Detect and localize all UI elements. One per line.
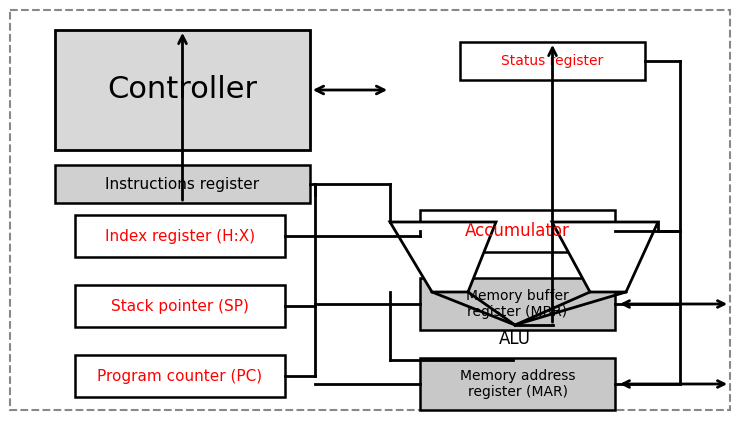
Text: Memory address
register (MAR): Memory address register (MAR) (460, 369, 575, 399)
Bar (55, 165, 310, 203)
Text: Stack pointer (SP): Stack pointer (SP) (111, 299, 249, 314)
Bar (460, 42, 645, 80)
Text: Instructions register: Instructions register (105, 176, 260, 192)
Polygon shape (552, 222, 658, 292)
Text: Index register (H:X): Index register (H:X) (105, 228, 255, 244)
Polygon shape (390, 222, 496, 292)
Bar (75, 355, 285, 397)
Text: Controller: Controller (107, 75, 257, 104)
Text: Program counter (PC): Program counter (PC) (98, 368, 263, 383)
Bar (420, 210, 615, 252)
Bar (75, 215, 285, 257)
Bar (55, 30, 310, 150)
Bar (420, 278, 615, 330)
Text: ALU: ALU (499, 330, 531, 348)
Text: Status register: Status register (501, 54, 604, 68)
Text: Accumulator: Accumulator (465, 222, 570, 240)
Text: Memory buffer
register (MBR): Memory buffer register (MBR) (466, 289, 569, 319)
Bar (75, 285, 285, 327)
Bar (420, 358, 615, 410)
